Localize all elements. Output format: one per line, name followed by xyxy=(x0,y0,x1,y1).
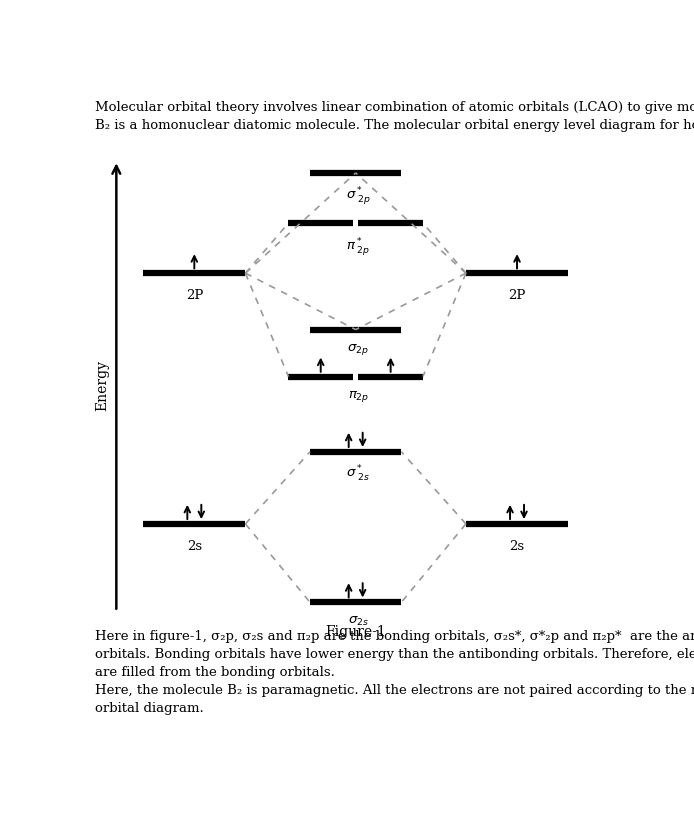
Text: Here in figure-1, σ₂p, σ₂s and π₂p are the bonding orbitals, σ₂s*, σ*₂p and π₂p*: Here in figure-1, σ₂p, σ₂s and π₂p are t… xyxy=(95,630,694,716)
Text: $\pi^*_{\ 2p}$: $\pi^*_{\ 2p}$ xyxy=(346,235,371,257)
Text: 2s: 2s xyxy=(509,540,525,553)
Text: 2P: 2P xyxy=(508,289,526,302)
Text: $\pi_{2p}$: $\pi_{2p}$ xyxy=(348,389,369,404)
Text: 2P: 2P xyxy=(185,289,203,302)
Text: $\sigma_{2s}$: $\sigma_{2s}$ xyxy=(348,615,369,628)
Text: Molecular orbital theory involves linear combination of atomic orbitals (LCAO) t: Molecular orbital theory involves linear… xyxy=(95,101,694,132)
Text: Energy: Energy xyxy=(95,361,109,412)
Text: $\sigma^*_{\ 2p}$: $\sigma^*_{\ 2p}$ xyxy=(346,186,371,208)
Text: Figure-1: Figure-1 xyxy=(325,625,386,640)
Text: $\sigma^*_{\ 2s}$: $\sigma^*_{\ 2s}$ xyxy=(346,464,371,484)
Text: 2s: 2s xyxy=(187,540,202,553)
Text: $\sigma_{2p}$: $\sigma_{2p}$ xyxy=(348,342,369,357)
